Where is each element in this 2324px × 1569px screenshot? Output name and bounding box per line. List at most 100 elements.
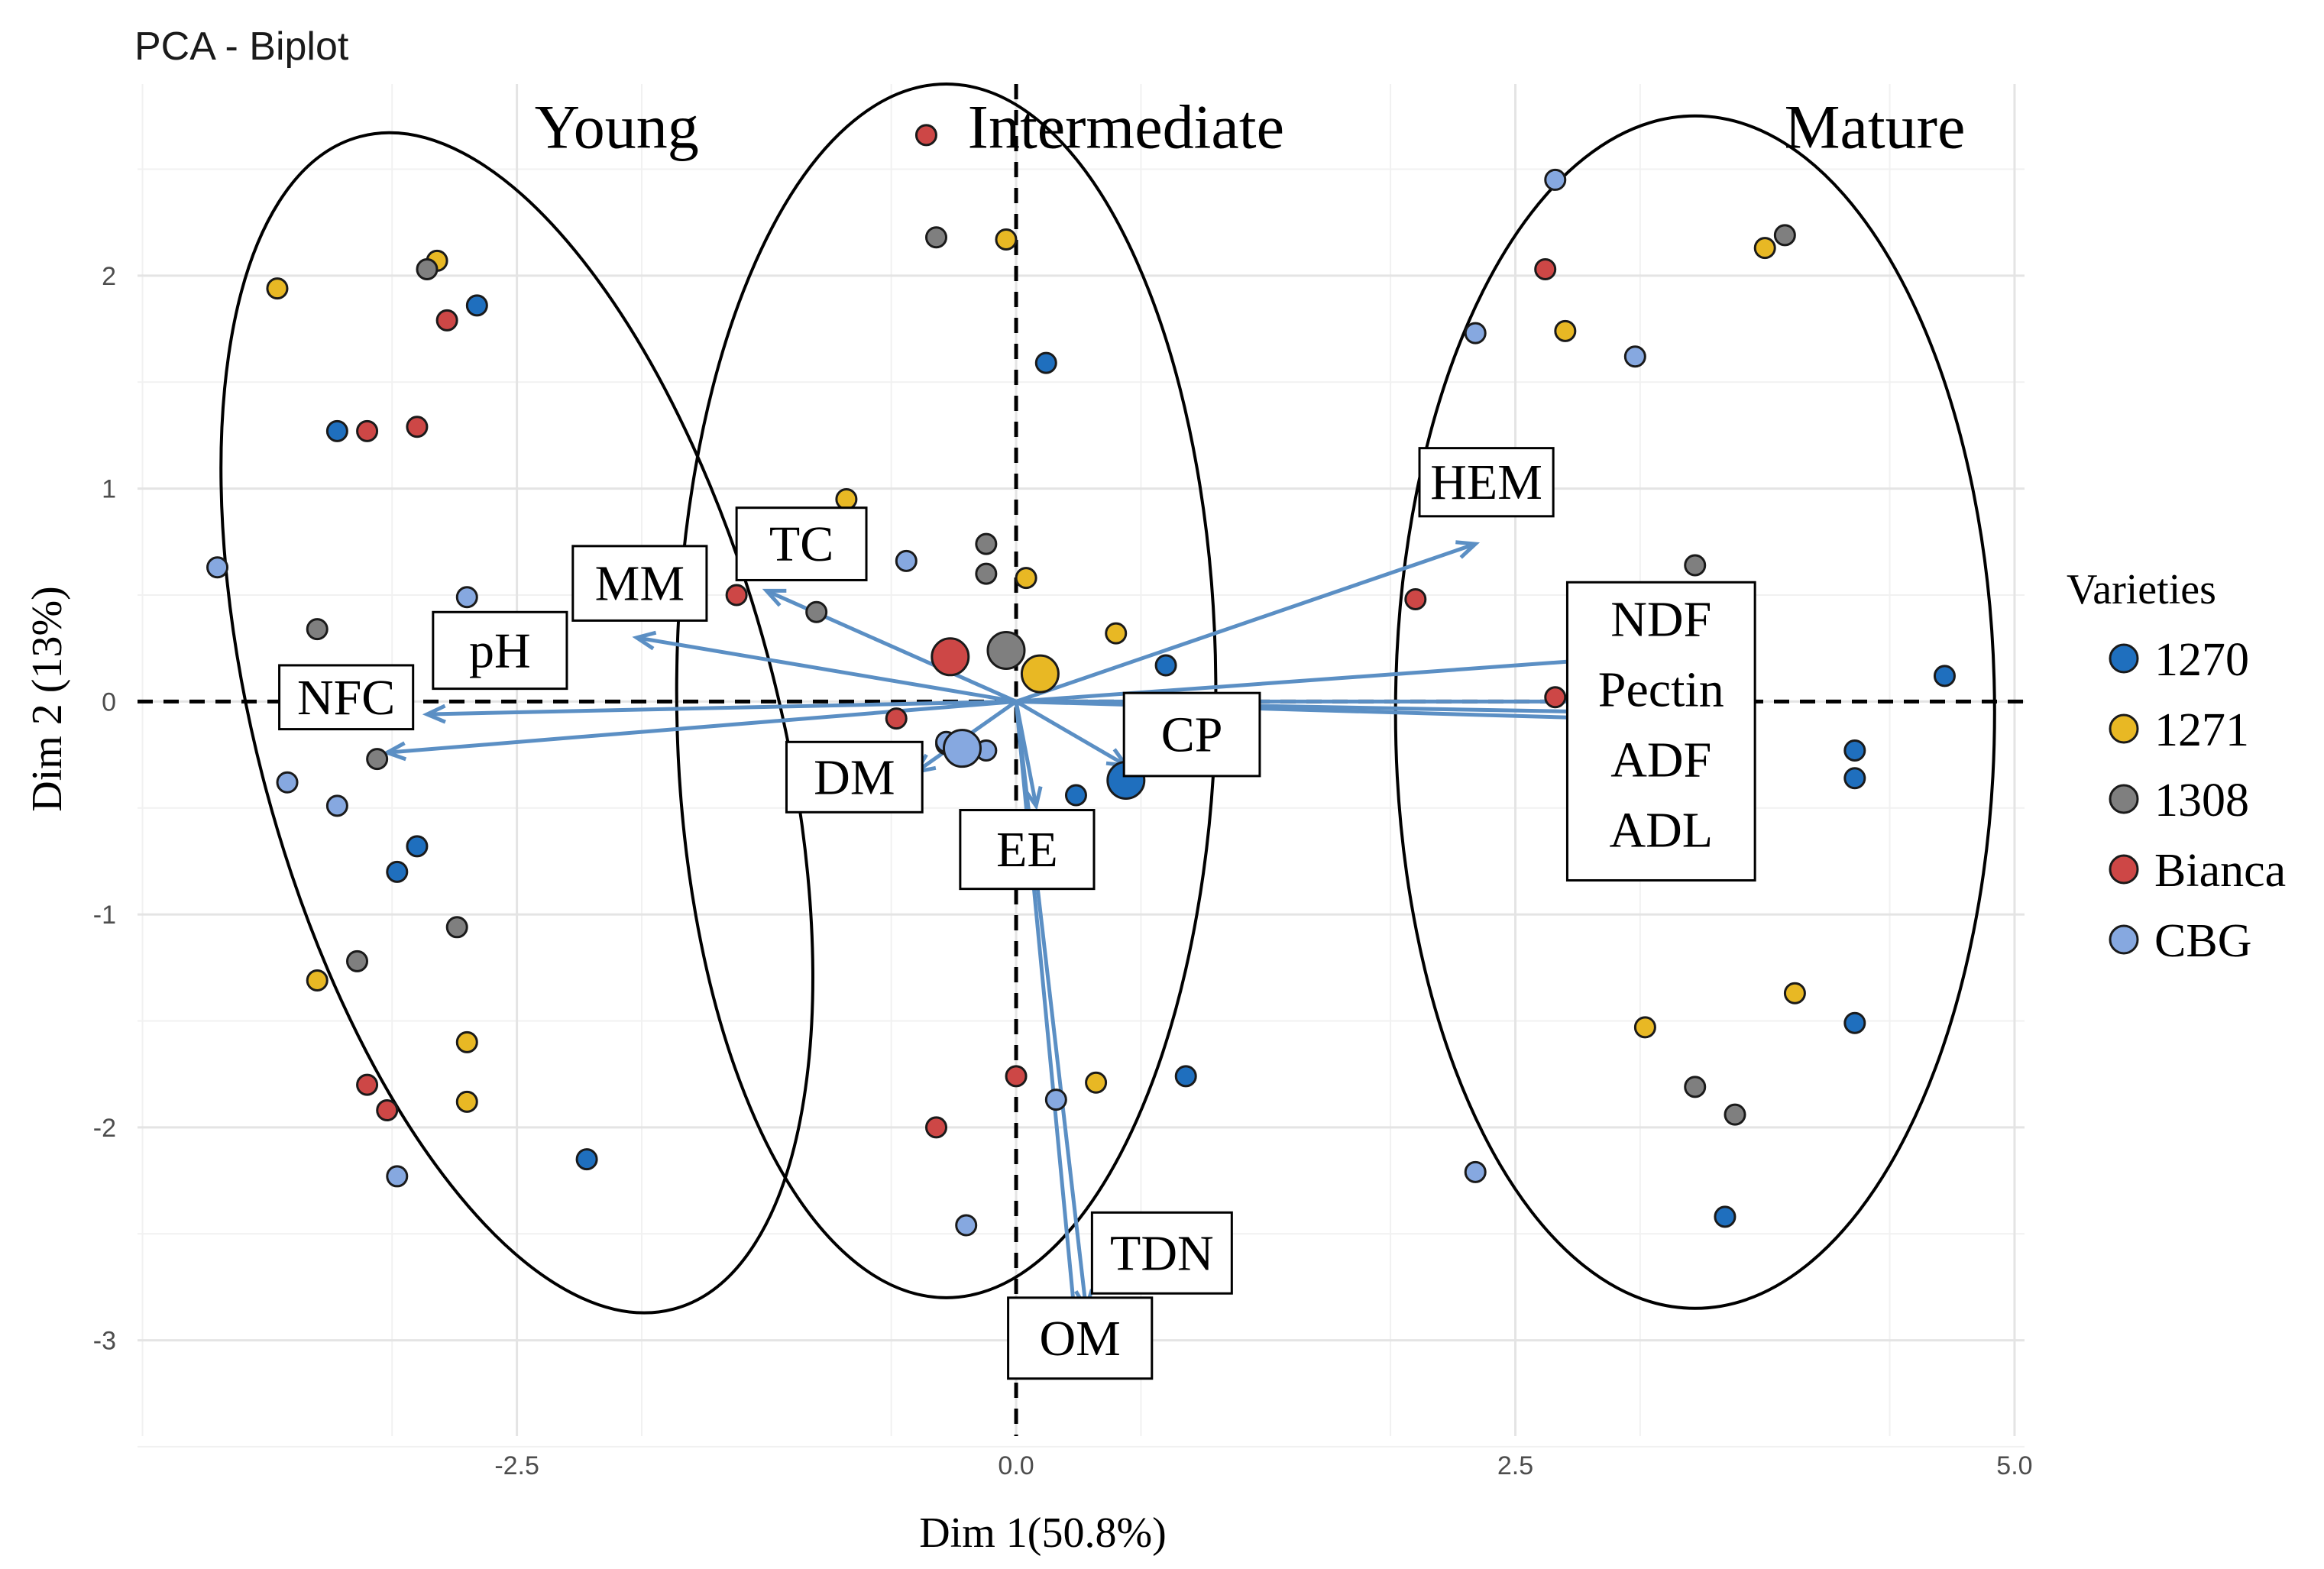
point-1271: [1554, 319, 1577, 342]
point-cbg: [1044, 1089, 1067, 1111]
y-tick-label: 1: [102, 475, 116, 504]
centroid-1271: [1020, 654, 1060, 694]
point-bianca: [725, 584, 748, 607]
point-1270: [1843, 1011, 1866, 1034]
variable-labels: HEM TC MM pH NFC DM EE CP TDN OM NDF Pectin ADF ADL: [278, 447, 1756, 1380]
var-box-hem: [1418, 447, 1555, 518]
point-1271: [1783, 982, 1806, 1004]
group-label-young: Young: [535, 92, 699, 162]
var-label-ndf: NDF: [1610, 591, 1711, 647]
y-tick-label: -2: [93, 1114, 116, 1143]
group-ellipse-intermediate: [675, 82, 1218, 1299]
point-1271: [995, 228, 1018, 251]
var-box-ndf: [1565, 581, 1756, 882]
x-tick-label: 2.5: [1497, 1451, 1533, 1480]
point-cbg: [895, 549, 918, 572]
point-1271: [1085, 1071, 1108, 1094]
point-cbg: [1623, 345, 1646, 368]
point-1271: [1105, 622, 1128, 645]
loading-arrow: [1015, 700, 1131, 768]
point-cbg: [1464, 1160, 1487, 1183]
var-box-tdn: [1090, 1211, 1233, 1295]
point-bianca: [1005, 1065, 1028, 1088]
point-bianca: [1404, 588, 1427, 611]
point-1270: [465, 294, 488, 317]
point-bianca: [1544, 686, 1567, 709]
point-cbg: [955, 1214, 978, 1237]
var-label-adf: ADF: [1610, 732, 1711, 788]
var-label-pectin: Pectin: [1598, 662, 1724, 717]
centroid-points: [931, 630, 1146, 800]
point-cbg: [386, 1165, 409, 1188]
point-1271: [1015, 567, 1037, 590]
point-1270: [1714, 1205, 1737, 1228]
var-label-dm: DM: [814, 749, 895, 805]
legend-label-1271: 1271: [2154, 704, 2249, 756]
y-tick-label: -3: [93, 1327, 116, 1356]
x-axis-ticks: -2.5 0.0 2.5 5.0: [494, 1451, 2032, 1480]
point-bianca: [376, 1099, 399, 1122]
point-1308: [1684, 554, 1707, 577]
var-label-ee: EE: [996, 822, 1058, 878]
point-1270: [1843, 767, 1866, 790]
point-1271: [306, 969, 329, 992]
var-box-ph: [432, 610, 568, 691]
point-1308: [1773, 224, 1796, 247]
point-1270: [386, 860, 409, 883]
var-box-tc: [735, 506, 868, 581]
point-1270: [1933, 665, 1956, 687]
x-tick-label: -2.5: [494, 1451, 539, 1480]
legend-label-bianca: Bianca: [2154, 845, 2286, 897]
point-1308: [975, 562, 998, 585]
loading-arrow: [1015, 540, 1481, 704]
var-box-nfc: [278, 664, 415, 731]
legend-label-1308: 1308: [2154, 775, 2249, 827]
point-1270: [325, 419, 348, 442]
point-1308: [366, 748, 389, 771]
point-cbg: [325, 794, 348, 817]
y-tick-label: 2: [102, 262, 116, 291]
var-label-om: OM: [1040, 1311, 1121, 1367]
point-1308: [445, 916, 468, 939]
point-1270: [1174, 1065, 1197, 1088]
centroid-1308: [986, 630, 1026, 670]
variable-arrows: [382, 540, 1610, 1334]
point-1308: [1724, 1103, 1746, 1126]
point-1308: [1684, 1076, 1707, 1098]
var-box-dm: [785, 740, 924, 814]
point-1270: [1843, 739, 1866, 762]
point-cbg: [276, 771, 299, 794]
loading-arrow: [1015, 650, 1610, 704]
group-label-intermediate: Intermediate: [968, 92, 1284, 162]
point-bianca: [356, 1073, 379, 1096]
var-label-cp: CP: [1161, 707, 1223, 763]
point-bianca: [435, 309, 458, 332]
point-1270: [1064, 784, 1087, 807]
legend: Varieties 1270 1271 1308 Bianca CBG: [2067, 566, 2286, 967]
point-1271: [455, 1090, 478, 1113]
point-bianca: [1534, 258, 1557, 281]
chart-title: PCA - Biplot: [134, 24, 349, 69]
var-label-mm: MM: [595, 556, 685, 612]
var-box-cp: [1122, 691, 1261, 778]
point-bianca: [406, 416, 429, 438]
legend-swatch-bianca: [2109, 854, 2139, 885]
legend-swatch-1271: [2109, 713, 2139, 744]
legend-label-1270: 1270: [2154, 634, 2249, 686]
y-axis-title: Dim 2 (13%): [24, 586, 71, 812]
point-cbg: [1544, 168, 1567, 191]
point-cbg: [455, 586, 478, 609]
legend-swatch-1308: [2109, 784, 2139, 814]
point-1271: [455, 1030, 478, 1053]
loading-arrow: [382, 699, 1017, 762]
y-tick-label: 0: [102, 687, 116, 717]
var-label-tc: TC: [769, 516, 833, 572]
loading-arrow: [422, 699, 1017, 724]
loading-arrow: [632, 630, 1017, 704]
centroid-bianca: [931, 637, 970, 677]
group-ellipse-young: [219, 131, 814, 1315]
point-1308: [925, 226, 948, 249]
point-1271: [835, 488, 858, 511]
point-bianca: [925, 1116, 948, 1139]
